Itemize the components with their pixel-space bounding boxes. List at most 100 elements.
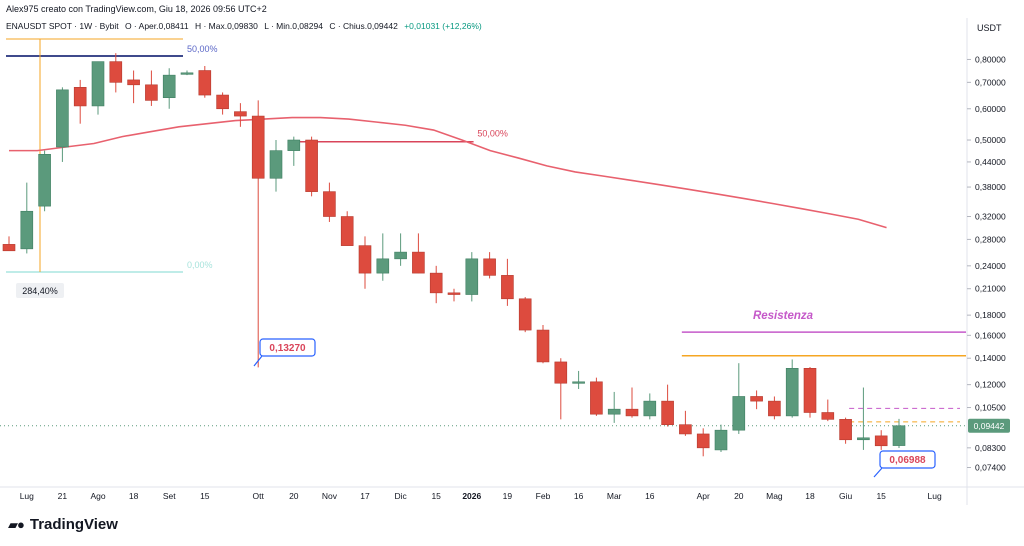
moving-average-line <box>9 116 887 229</box>
candle-up <box>376 258 390 274</box>
y-tick-label: 0,07400 <box>975 463 1006 473</box>
candle-up <box>572 381 585 384</box>
y-tick-label: 0,18000 <box>975 310 1006 320</box>
x-tick-label: 15 <box>876 491 886 501</box>
current-price-tag-label: 0,09442 <box>974 421 1005 431</box>
candle-down <box>768 400 781 417</box>
x-tick-label: 21 <box>58 491 68 501</box>
low-value: L · Min.0,08294 <box>264 21 323 31</box>
candle-down <box>839 419 852 441</box>
candle-down <box>73 87 87 107</box>
measure-pct-box <box>16 283 64 298</box>
candle-up <box>892 425 906 446</box>
callout-low2-pointer <box>873 467 883 478</box>
x-tick-label: Nov <box>322 491 338 501</box>
candle-down <box>2 244 16 252</box>
candle-up <box>394 251 407 260</box>
candle-up <box>857 437 870 441</box>
high-value: H · Max.0,09830 <box>194 21 258 31</box>
brand-name: TradingView <box>29 516 118 533</box>
y-tick-label: 0,60000 <box>975 104 1006 114</box>
candle-up <box>287 139 301 151</box>
candle-down <box>483 258 496 276</box>
y-tick-label: 0,21000 <box>975 284 1006 294</box>
y-tick-label: 0,12000 <box>975 380 1006 390</box>
candle-down <box>234 111 247 117</box>
candle-down <box>145 84 158 101</box>
candle-up <box>465 258 479 295</box>
x-tick-label: Feb <box>536 491 551 501</box>
candle-down <box>518 298 532 331</box>
x-tick-label: 18 <box>129 491 139 501</box>
x-tick-label: Dic <box>394 491 407 501</box>
x-tick-label: 15 <box>200 491 210 501</box>
candle-up <box>180 72 194 75</box>
candle-down <box>358 245 372 274</box>
callout-low1-pointer <box>253 355 263 367</box>
callout-low2-box <box>879 450 936 469</box>
candle-down <box>198 70 212 96</box>
y-tick-label: 0,80000 <box>975 54 1006 64</box>
y-tick-label: 0,32000 <box>975 212 1006 222</box>
candle-down <box>109 61 123 83</box>
close-value: C · Chius.0,09442 <box>329 21 398 31</box>
candle-down <box>679 424 692 435</box>
callout-low2-label: 0,06988 <box>889 455 926 466</box>
change-value: +0,01031 (+12,26%) <box>404 21 482 31</box>
creator-line: Alex975 creato con TradingView.com, Giu … <box>6 4 267 14</box>
candle-up <box>607 408 621 415</box>
x-tick-label: Mar <box>607 491 622 501</box>
x-tick-label: 20 <box>289 491 299 501</box>
candle-down <box>429 272 443 294</box>
fib-mid-label: 50,00% <box>477 129 508 139</box>
x-tick-label: Ago <box>90 491 105 501</box>
ohlc-legend: ENAUSDT SPOT · 1W · Bybit O · Aper.0,084… <box>6 21 486 31</box>
candle-up <box>714 429 728 451</box>
candle-down <box>750 396 763 402</box>
y-tick-label: 0,16000 <box>975 330 1006 340</box>
fib-top-label: 50,00% <box>187 44 218 54</box>
candle-down <box>821 412 835 420</box>
fib-faint-label: 0,00% <box>187 260 213 270</box>
candle-down <box>661 400 674 425</box>
candle-down <box>447 292 461 295</box>
y-tick-label: 0,08300 <box>975 443 1006 453</box>
y-tick-label: 0,38000 <box>975 182 1006 192</box>
candle-up <box>91 61 105 107</box>
symbol-label[interactable]: ENAUSDT SPOT · 1W · Bybit <box>6 21 119 31</box>
candle-down <box>127 79 140 86</box>
candle-down <box>554 361 568 384</box>
candle-down <box>803 368 817 413</box>
candle-down <box>501 275 514 300</box>
x-tick-label: Lug <box>20 491 34 501</box>
x-tick-label: 16 <box>645 491 655 501</box>
candle-down <box>536 329 550 363</box>
x-tick-label: 20 <box>734 491 744 501</box>
x-tick-label: 19 <box>503 491 513 501</box>
resistance-label: Resistenza <box>753 310 814 322</box>
y-tick-label: 0,28000 <box>975 234 1006 244</box>
x-tick-label: Set <box>163 491 176 501</box>
x-tick-label: 17 <box>360 491 370 501</box>
candle-down <box>874 435 888 447</box>
x-tick-label: Ott <box>253 491 265 501</box>
current-price-tag <box>968 418 1010 433</box>
candle-up <box>38 154 51 207</box>
candle-down <box>696 433 710 449</box>
y-tick-label: 0,10500 <box>975 403 1006 413</box>
candle-down <box>590 381 603 415</box>
tradingview-logo: ▰● TradingView <box>8 516 118 533</box>
tradingview-mark-icon: ▰● <box>8 517 25 532</box>
callout-low1-label: 0,13270 <box>269 343 306 354</box>
x-tick-label: Lug <box>928 491 942 501</box>
candle-up <box>20 210 34 250</box>
candle-up <box>269 150 283 179</box>
candle-up <box>56 89 69 148</box>
open-value: O · Aper.0,08411 <box>124 21 189 31</box>
candle-down <box>251 115 265 179</box>
x-tick-label: 16 <box>574 491 584 501</box>
candle-up <box>643 400 657 417</box>
candle-up <box>732 396 746 431</box>
